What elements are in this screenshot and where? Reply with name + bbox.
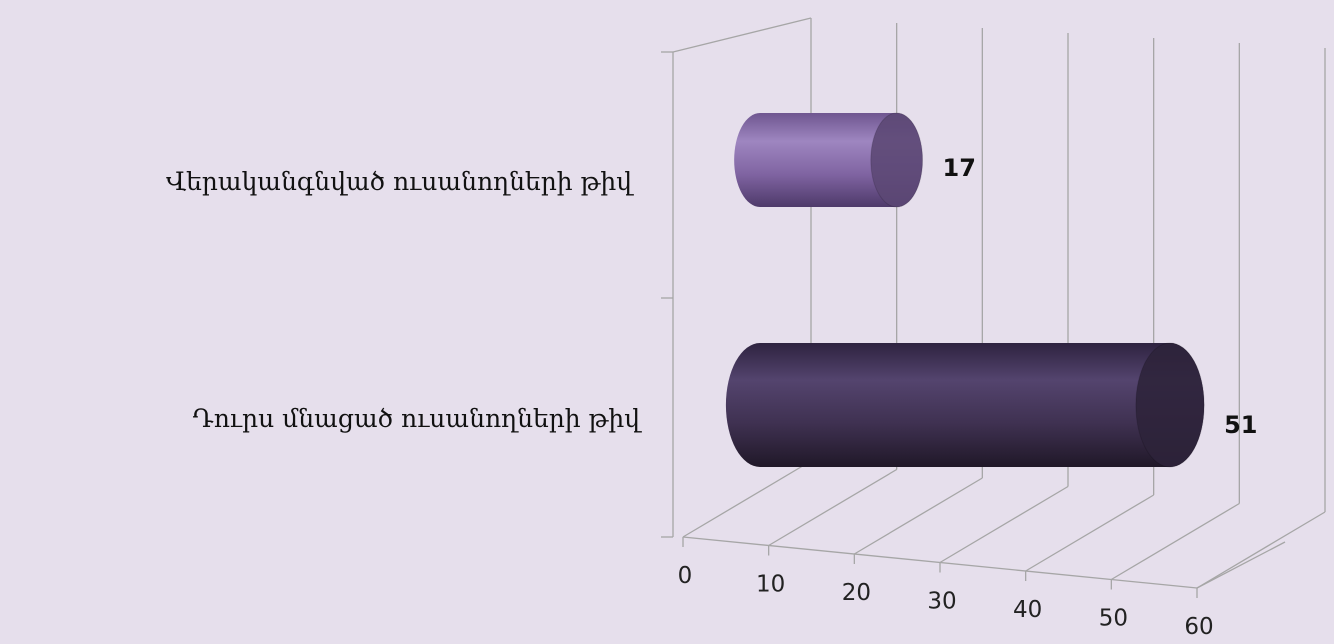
- bar-end-cap-shade: [870, 113, 923, 207]
- floor-gridline: [1196, 511, 1326, 589]
- side-wall-top-edge: [672, 17, 812, 53]
- x-tick-label: 50: [1099, 606, 1128, 632]
- floor-gridline: [768, 468, 897, 547]
- data-label: 17: [943, 154, 976, 182]
- bar-body: [725, 343, 1205, 467]
- x-tick-label: 10: [756, 572, 785, 598]
- bars-layer: [725, 112, 1205, 468]
- x-tick-label: 40: [1013, 597, 1042, 623]
- bar-1: [734, 112, 924, 208]
- floor-gridline: [1111, 502, 1240, 581]
- x-tick-label: 0: [678, 563, 693, 589]
- x-tick-label: 20: [842, 580, 871, 606]
- bar-2: [725, 342, 1205, 468]
- floor-gridline: [682, 460, 812, 538]
- x-tick-label: 60: [1184, 614, 1213, 640]
- floor-front-edge: [682, 536, 1198, 589]
- bar-end-cap: [1135, 342, 1205, 468]
- category-label: Դուրս մնացած ուսանողների թիվ: [193, 404, 643, 433]
- floor-gridline: [1025, 494, 1154, 572]
- bar-end-cap-shade: [1135, 343, 1205, 467]
- data-label: 51: [1224, 411, 1257, 439]
- category-label: Վերականգնված ուսանողների թիվ: [166, 167, 634, 196]
- floor-right-edge: [1196, 541, 1286, 589]
- labels-layer: 0 10 20 30 40 50 60 17 Վերականգնված ուսանողների …: [166, 154, 1257, 640]
- floor-gridline: [939, 485, 1069, 564]
- bar-end-cap: [870, 112, 924, 208]
- floor-gridline: [854, 477, 983, 555]
- x-tick-label: 30: [927, 589, 956, 615]
